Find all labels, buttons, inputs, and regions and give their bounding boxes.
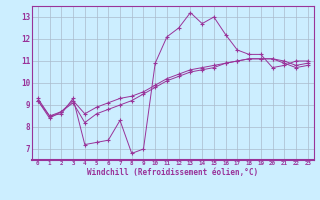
X-axis label: Windchill (Refroidissement éolien,°C): Windchill (Refroidissement éolien,°C) (87, 168, 258, 177)
